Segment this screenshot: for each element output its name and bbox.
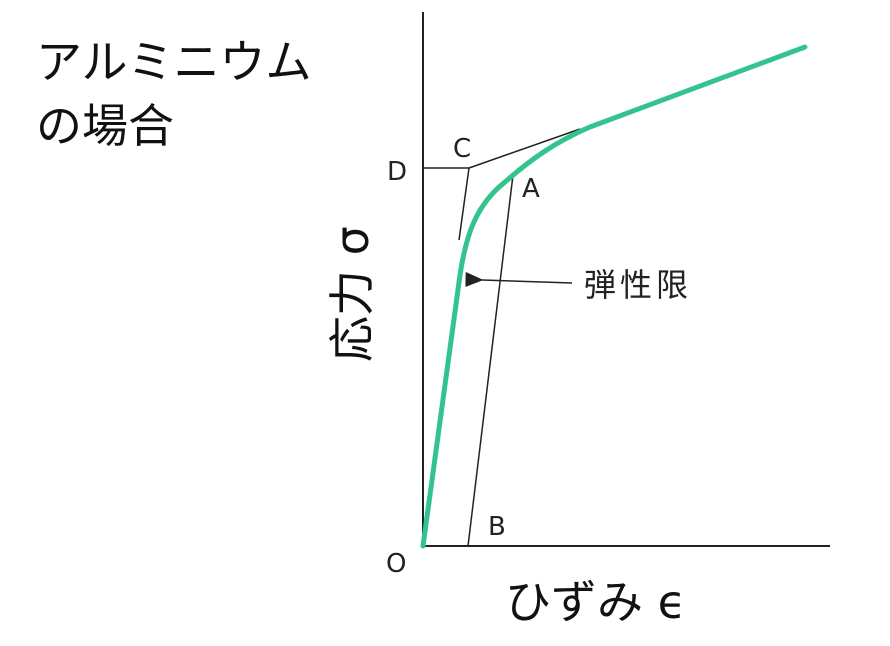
stress-strain-curve	[420, 44, 808, 549]
point-label-c: C	[453, 134, 471, 164]
line-c-tangent	[468, 128, 581, 169]
point-label-b: B	[488, 512, 506, 542]
title-line-2: の場合	[36, 99, 174, 153]
line-a-b	[467, 174, 514, 547]
point-label-d: D	[387, 157, 407, 187]
elastic-limit-label: 弾性限	[584, 266, 692, 304]
title-line-1: アルミニウム	[36, 35, 312, 89]
elastic-limit-arrow	[465, 271, 573, 287]
x-axis-label: ひずみ ϵ	[505, 575, 686, 629]
diagram-title: アルミニウム の場合	[36, 30, 312, 158]
point-label-o: O	[386, 549, 406, 579]
line-c-elastic	[458, 167, 470, 241]
y-axis-label: 応力 σ	[325, 226, 379, 362]
point-label-a: A	[522, 174, 540, 204]
